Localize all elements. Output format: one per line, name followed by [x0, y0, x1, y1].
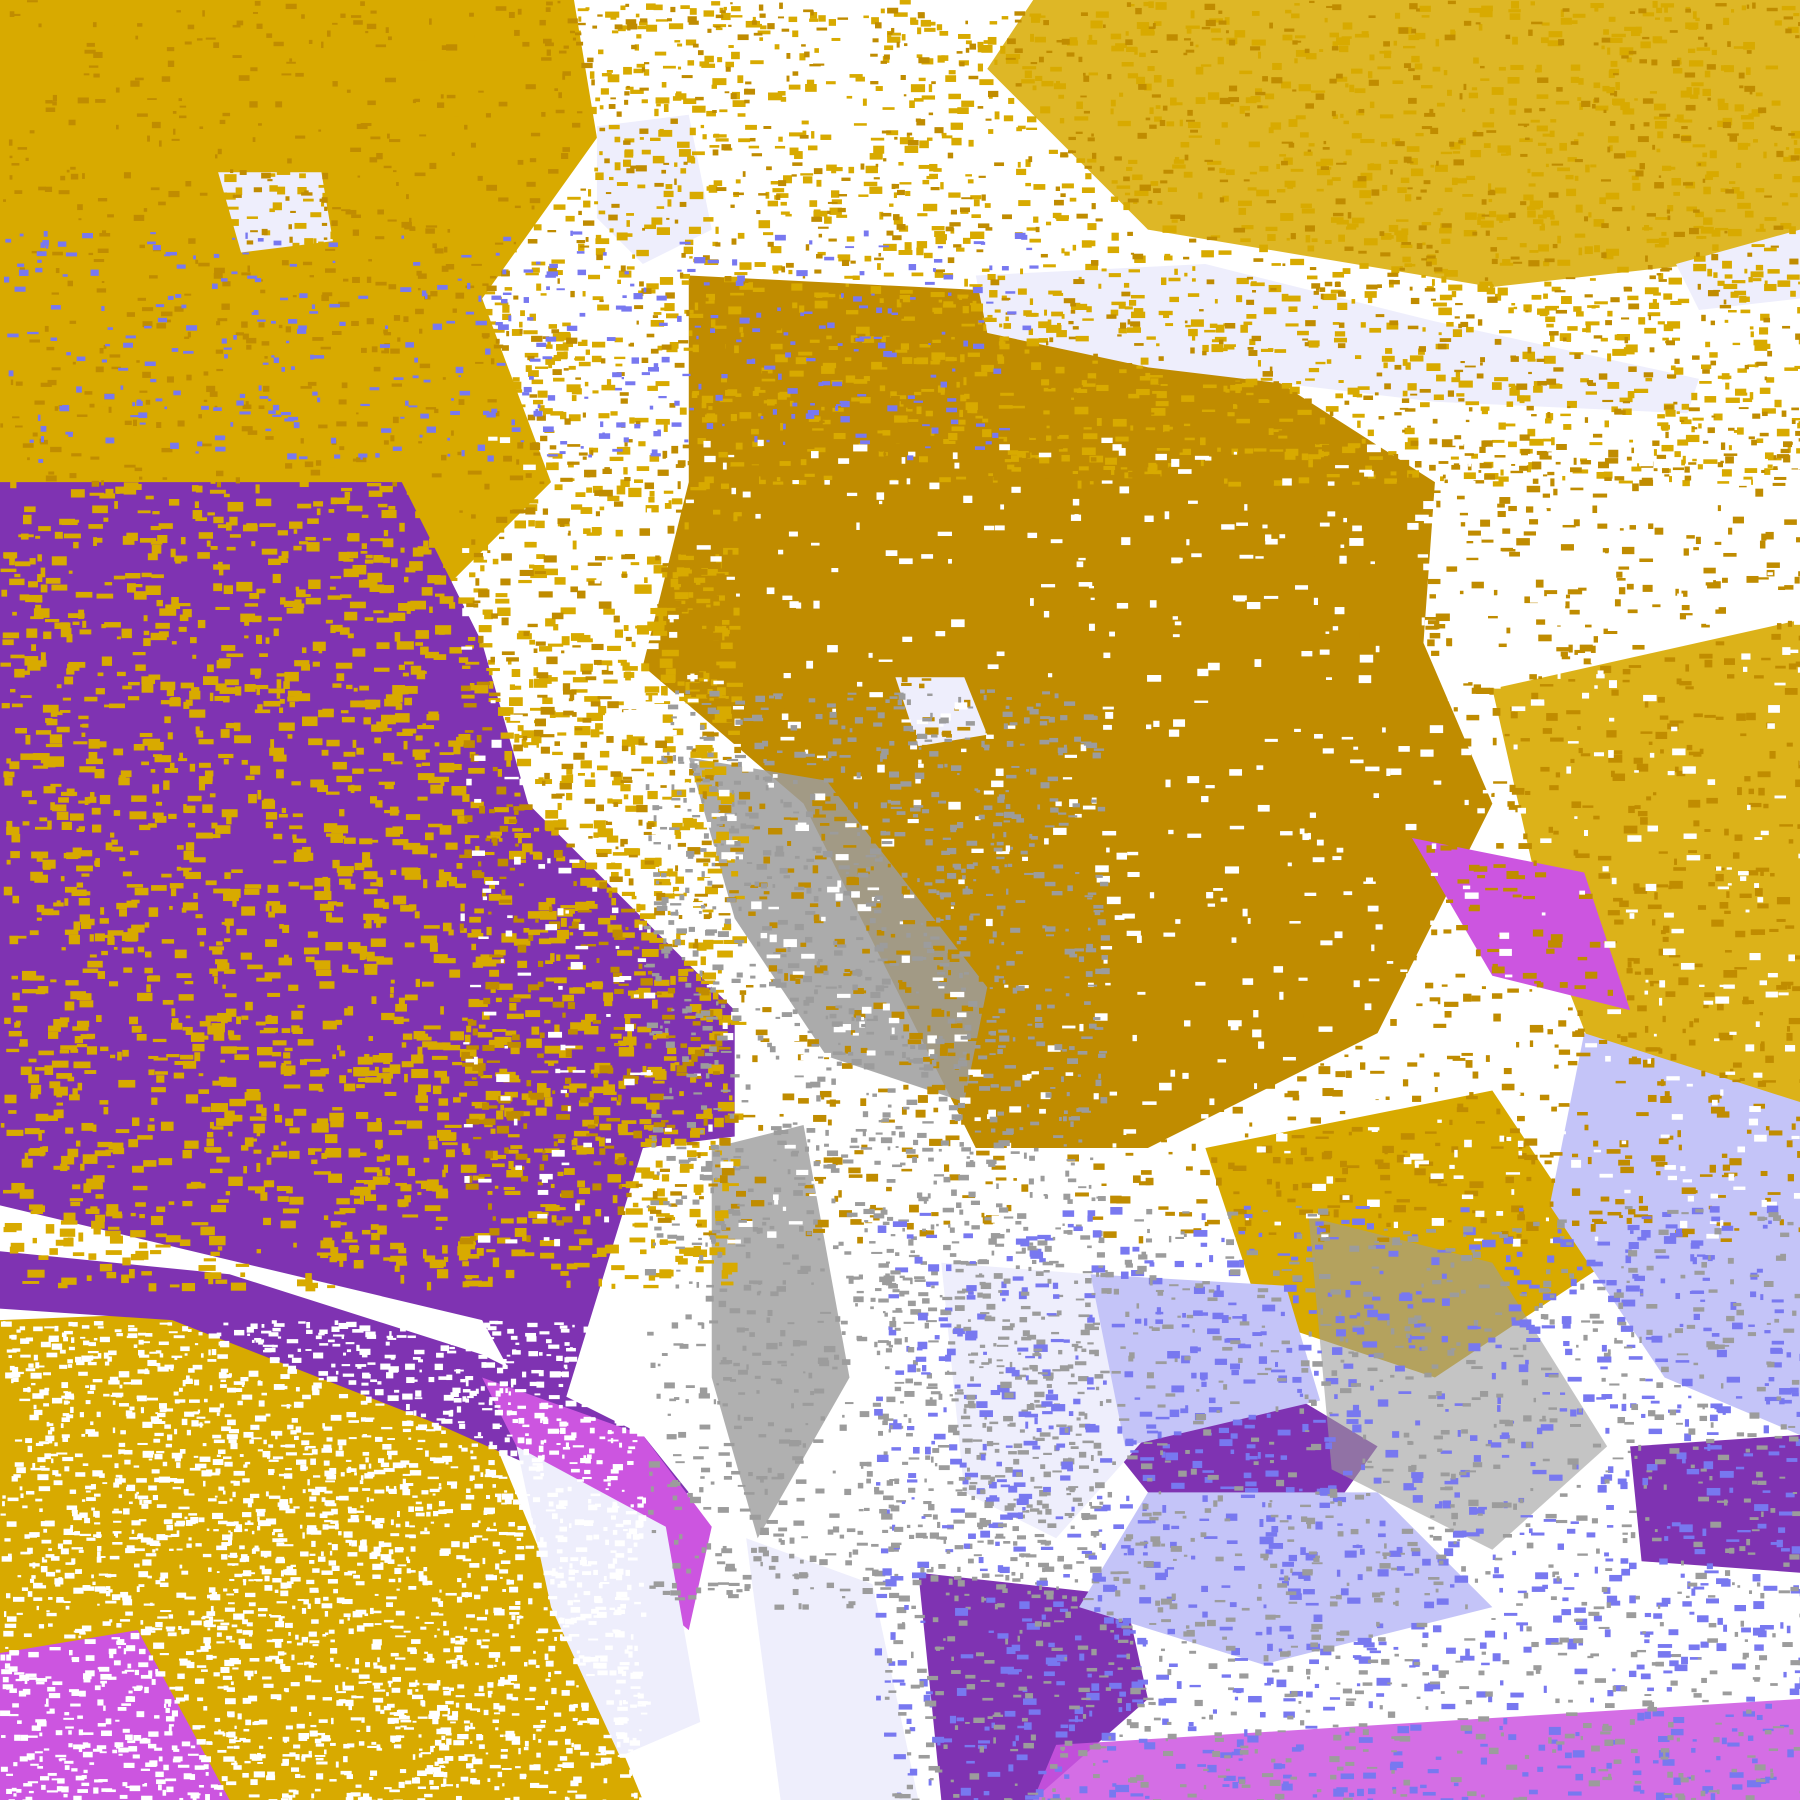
- clear-speckle-continent: [460, 436, 1800, 1247]
- purple-band-south: [0, 1251, 689, 1516]
- dark-gold-speckle-continent: [459, 436, 1800, 1245]
- gray-region-southeast: [1308, 1216, 1608, 1550]
- magenta-region-southwest: [0, 1630, 230, 1800]
- lavender-cloud-south: [1090, 1274, 1321, 1447]
- gray-speckle-south: [872, 1205, 1800, 1800]
- periwinkle-speckle-north: [4, 230, 1039, 463]
- purple-region-southeast: [1630, 1434, 1800, 1573]
- pale-cloud-chile: [516, 1446, 701, 1757]
- gold-speckle-pacific: [0, 482, 750, 1292]
- gray-region-andes: [688, 757, 988, 1103]
- dark-gold-speckle-north: [0, 0, 1800, 489]
- clear-speckle-southwest: [0, 1320, 652, 1800]
- gray-speckle-andes: [643, 689, 1112, 1614]
- pale-cloud-drake: [746, 1538, 919, 1800]
